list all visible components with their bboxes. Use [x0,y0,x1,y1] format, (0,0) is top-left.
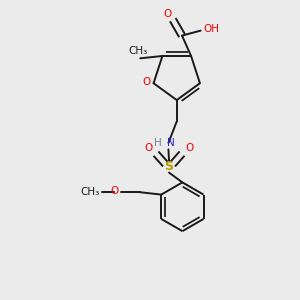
Text: CH₃: CH₃ [80,187,99,197]
Text: O: O [185,143,193,153]
Text: S: S [164,160,173,173]
Text: O: O [111,186,119,196]
Text: OH: OH [203,24,219,34]
Text: O: O [142,77,150,87]
Text: O: O [163,9,172,19]
Text: O: O [145,143,153,153]
Text: CH₃: CH₃ [128,46,148,56]
Text: N: N [167,139,174,148]
Text: H: H [154,139,162,148]
